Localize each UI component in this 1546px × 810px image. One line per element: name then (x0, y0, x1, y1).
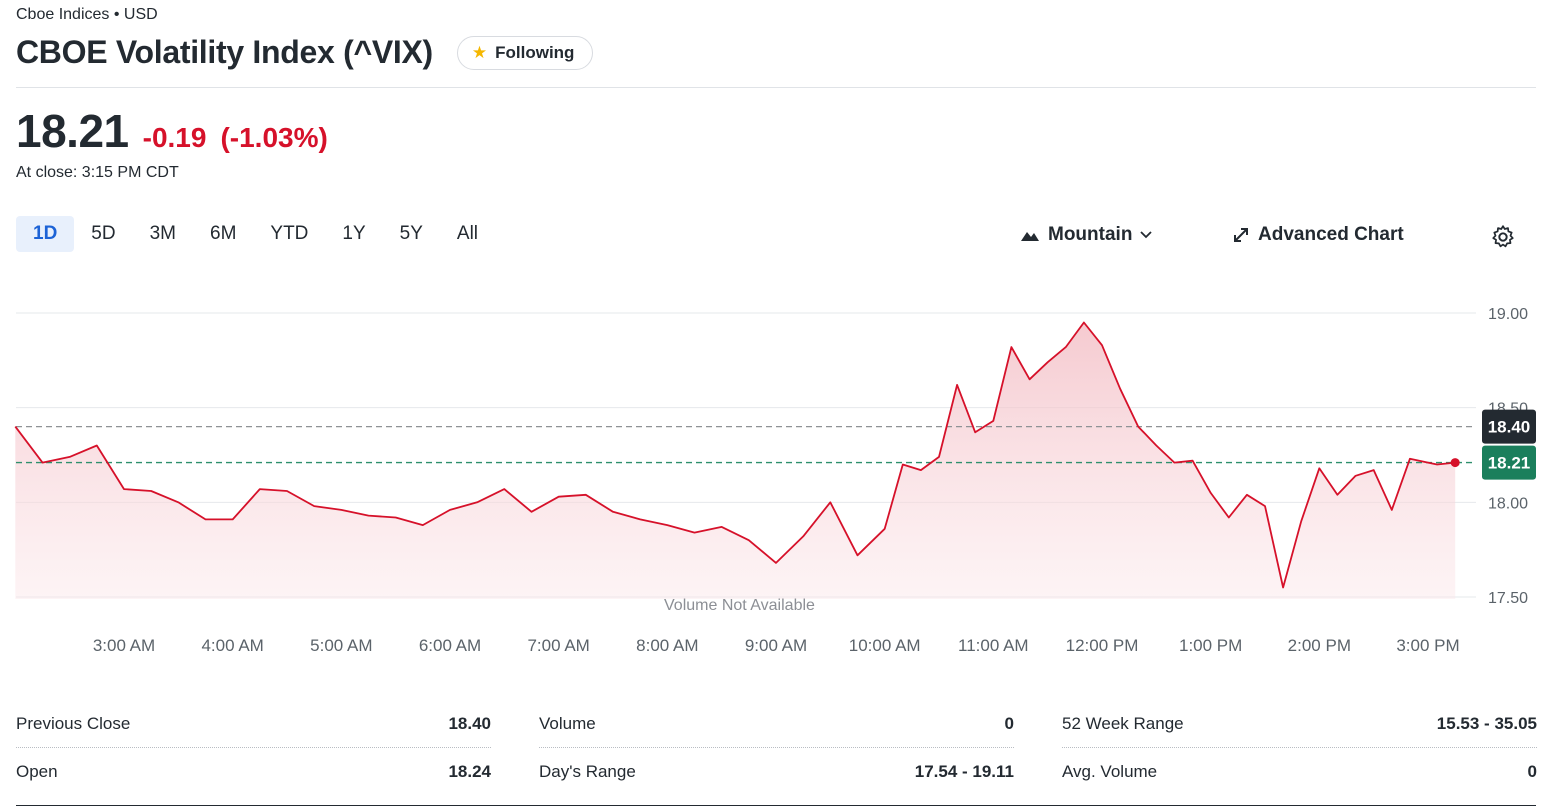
title-row: CBOE Volatility Index (^VIX) ★ Following (16, 34, 594, 71)
chart-type-label: Mountain (1048, 224, 1133, 245)
x-tick-label: 3:00 PM (1396, 636, 1459, 655)
following-button[interactable]: ★ Following (456, 35, 594, 70)
range-tab-5d[interactable]: 5D (91, 223, 116, 244)
price-markers: 18.40 18.21 (1482, 409, 1536, 480)
range-tab-all[interactable]: All (456, 223, 479, 244)
x-tick-label: 7:00 AM (527, 636, 589, 655)
range-tab-1d[interactable]: 1D (16, 216, 75, 252)
range-tab-6m[interactable]: 6M (210, 223, 237, 244)
previous-close-badge-bg (1482, 409, 1536, 444)
x-tick-label: 9:00 AM (745, 636, 807, 655)
previous-close-badge-label: 18.40 (1488, 418, 1531, 437)
stat-label: Avg. Volume (1062, 762, 1158, 781)
chart-type-dropdown[interactable]: Mountain (1020, 224, 1153, 246)
expand-icon (1234, 228, 1248, 242)
range-tab-3m[interactable]: 3M (149, 223, 176, 244)
header-divider (16, 87, 1536, 88)
x-tick-label: 10:00 AM (849, 636, 921, 655)
stat-days-range: Day's Range 17.54 - 19.11 (539, 748, 1014, 796)
range-tab-1y[interactable]: 1Y (342, 223, 366, 244)
price-change-percent: (-1.03%) (220, 122, 328, 153)
stat-open: Open 18.24 (16, 748, 491, 796)
last-price-badge-bg (1482, 445, 1536, 480)
stat-value: 17.54 - 19.11 (914, 762, 1014, 781)
stat-value: 0 (1004, 713, 1014, 733)
page-title: CBOE Volatility Index (^VIX) (16, 34, 433, 70)
following-label: Following (495, 42, 575, 62)
x-tick-label: 4:00 AM (201, 636, 263, 655)
stat-avg-volume: Avg. Volume 0 (1062, 748, 1537, 796)
x-tick-label: 2:00 PM (1288, 636, 1351, 655)
stat-value: 0 (1527, 762, 1537, 781)
stat-value: 18.40 (448, 713, 491, 733)
stat-label: Open (16, 762, 58, 781)
stat-label: Volume (539, 713, 596, 733)
advanced-chart-button[interactable]: Advanced Chart (1232, 224, 1404, 246)
stat-value: 18.24 (448, 762, 491, 781)
x-tick-label: 12:00 PM (1066, 636, 1139, 655)
stat-previous-close: Previous Close 18.40 (16, 700, 491, 748)
y-tick-label: 18.00 (1488, 495, 1528, 512)
stat-52-week-range: 52 Week Range 15.53 - 35.05 (1062, 700, 1537, 748)
stats-column-3: 52 Week Range 15.53 - 35.05 Avg. Volume … (1062, 700, 1537, 796)
price-line (14, 321, 1456, 589)
price-area (15, 322, 1456, 599)
chevron-down-icon (1140, 231, 1153, 239)
price-row: 18.21 -0.19 (-1.03%) (16, 104, 328, 158)
stat-value: 15.53 - 35.05 (1436, 713, 1537, 733)
x-tick-label: 8:00 AM (636, 636, 698, 655)
stat-label: Day's Range (539, 762, 636, 781)
stat-label: 52 Week Range (1062, 713, 1184, 733)
y-tick-label: 17.50 (1488, 590, 1528, 607)
mountain-icon (1021, 232, 1039, 241)
price-change: -0.19 (142, 122, 207, 153)
advanced-chart-label: Advanced Chart (1258, 224, 1404, 245)
x-axis-ticks: 3:00 AM 4:00 AM 5:00 AM 6:00 AM 7:00 AM 8:00 … (93, 636, 1460, 655)
stat-label: Previous Close (16, 713, 131, 733)
last-price-badge-label: 18.21 (1488, 454, 1531, 473)
x-tick-label: 3:00 AM (93, 636, 155, 655)
y-tick-label: 19.00 (1488, 306, 1528, 323)
x-tick-label: 11:00 AM (958, 636, 1029, 655)
star-icon: ★ (471, 42, 488, 62)
at-close-timestamp: At close: 3:15 PM CDT (16, 164, 179, 181)
range-tab-ytd[interactable]: YTD (270, 223, 309, 244)
settings-gear-icon[interactable] (1490, 224, 1516, 250)
stats-column-1: Previous Close 18.40 Open 18.24 (16, 700, 491, 796)
current-price: 18.21 (16, 105, 129, 157)
bottom-divider (16, 805, 1536, 806)
stats-column-2: Volume 0 Day's Range 17.54 - 19.11 (539, 700, 1014, 796)
range-tabs: 1D 5D 3M 6M YTD 1Y 5Y All (16, 216, 495, 252)
last-price-dot (1450, 458, 1460, 468)
volume-not-available: Volume Not Available (664, 597, 815, 614)
x-tick-label: 6:00 AM (419, 636, 481, 655)
x-tick-label: 1:00 PM (1179, 636, 1242, 655)
range-tab-5y[interactable]: 5Y (399, 223, 423, 244)
exchange-label: Cboe Indices • USD (16, 6, 158, 23)
stat-volume: Volume 0 (539, 700, 1014, 748)
x-tick-label: 5:00 AM (310, 636, 372, 655)
